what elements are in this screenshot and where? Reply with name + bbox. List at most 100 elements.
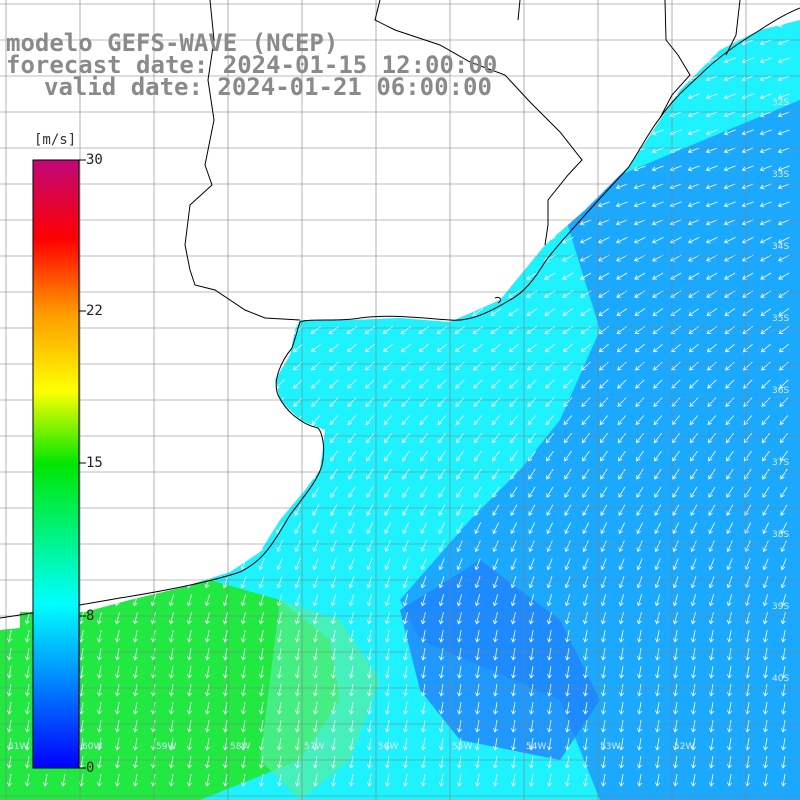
wind-arrow [779,379,789,389]
wind-arrow [633,111,646,118]
wind-arrow [781,774,786,787]
wind-arrow [24,486,32,498]
wind-arrow [345,219,358,226]
wind-arrow [78,450,86,462]
wind-arrow [186,540,193,553]
wind-arrow [510,522,518,535]
wind-arrow [43,774,48,787]
wind-arrow [399,219,412,226]
wind-arrow [6,468,14,480]
wind-arrow [205,666,210,679]
wind-arrow [727,684,732,697]
wind-arrow [185,397,195,407]
wind-arrow [202,343,213,353]
wind-arrow [510,540,517,553]
wind-arrow [507,183,520,190]
wind-arrow [130,343,141,353]
wind-arrow [295,756,300,769]
wind-arrow [183,129,196,136]
wind-arrow [598,326,610,335]
wind-arrow [399,129,412,136]
wind-arrow [509,397,519,407]
wind-arrow [166,326,178,335]
wind-arrow [57,111,70,118]
wind-arrow [582,594,589,607]
wind-arrow [309,165,322,172]
wind-arrow [133,666,138,679]
wind-arrow [705,201,718,208]
lat-label: 40S [772,674,790,684]
wind-arrow [204,450,212,462]
wind-arrow [597,75,610,82]
wind-arrow [726,612,732,625]
wind-arrow [705,237,718,244]
wind-arrow [331,720,336,733]
wind-arrow [490,272,502,280]
wind-arrow [400,308,412,316]
wind-arrow [24,558,31,571]
wind-arrow [312,486,320,498]
wind-arrow [726,558,733,571]
wind-arrow [420,486,428,498]
wind-arrow [276,612,282,625]
wind-arrow [672,450,680,462]
wind-arrow [384,540,391,553]
wind-arrow [241,666,246,679]
wind-arrow [601,666,606,679]
wind-arrow [565,684,570,697]
wind-arrow [705,183,718,190]
wind-arrow [707,433,717,444]
wind-arrow [672,540,679,553]
wind-arrow [39,21,52,28]
wind-arrow [543,39,556,46]
wind-arrow [545,433,555,444]
wind-arrow [205,720,210,733]
wind-arrow [525,147,538,154]
wind-arrow [365,415,375,426]
wind-arrow [6,540,13,553]
wind-arrow [727,630,732,643]
wind-arrow [401,415,411,426]
wind-arrow [546,522,554,535]
wind-arrow [96,612,102,625]
wind-arrow [723,237,736,244]
wind-arrow [295,648,300,661]
wind-arrow [239,433,249,444]
wind-arrow [418,326,430,335]
wind-arrow [761,379,771,389]
wind-arrow [741,201,754,208]
wind-arrow [22,272,34,280]
wind-arrow [489,39,502,46]
wind-arrow [600,612,606,625]
wind-arrow [277,684,282,697]
wind-arrow [510,612,516,625]
wind-arrow [201,111,214,118]
wind-arrow [528,486,536,498]
wind-arrow [525,237,538,244]
wind-arrow [186,504,194,516]
wind-arrow [23,361,33,371]
wind-arrow [364,272,376,280]
wind-arrow [617,361,627,371]
wind-arrow [673,720,678,733]
wind-arrow [276,540,283,553]
wind-arrow [597,201,610,208]
wind-arrow [421,630,426,643]
wind-arrow [223,666,228,679]
wind-arrow [438,468,446,480]
wind-arrow [274,326,286,335]
wind-arrow [475,774,480,787]
wind-arrow [131,415,141,426]
wind-arrow [579,21,592,28]
wind-arrow [564,522,572,535]
wind-arrow [329,433,339,444]
wind-arrow [508,272,520,280]
wind-arrow [399,165,412,172]
wind-arrow [687,57,700,64]
wind-arrow [203,433,213,444]
wind-arrow [473,379,483,389]
wind-arrow [759,111,772,118]
wind-arrow [725,415,735,426]
wind-arrow [457,738,462,751]
wind-arrow [527,397,537,407]
